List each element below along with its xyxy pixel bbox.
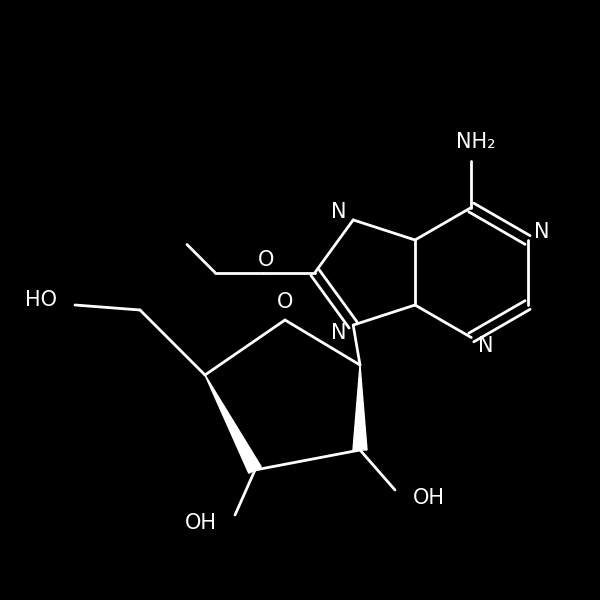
Polygon shape (353, 365, 367, 450)
Polygon shape (205, 375, 261, 473)
Text: OH: OH (413, 488, 445, 508)
Text: N: N (478, 335, 493, 355)
Text: N: N (331, 202, 347, 222)
Text: OH: OH (185, 513, 217, 533)
Text: O: O (277, 292, 293, 312)
Text: N: N (331, 323, 347, 343)
Text: O: O (258, 251, 274, 271)
Text: NH₂: NH₂ (457, 133, 496, 152)
Text: N: N (534, 222, 550, 242)
Text: HO: HO (25, 290, 57, 310)
